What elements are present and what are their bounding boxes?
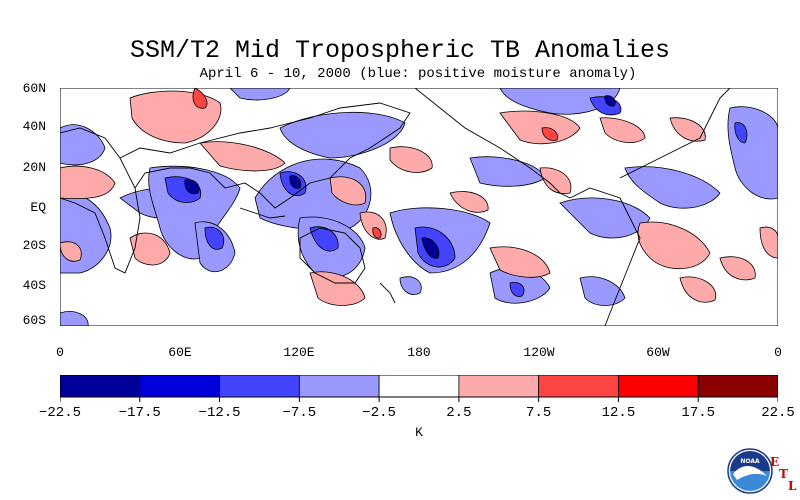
etl-letter-t: T (779, 467, 788, 481)
colorbar-swatch (618, 375, 699, 398)
colorbar-tick-label: −7.5 (282, 405, 317, 421)
colorbar-tick-label: −12.5 (198, 405, 241, 421)
colorbar-ticks (60, 397, 778, 402)
lon-label-0-east: 0 (774, 345, 782, 360)
etl-letter-l: L (788, 479, 797, 493)
colorbar-swatch (219, 375, 300, 398)
etl-letter-e: E (770, 455, 780, 469)
colorbar (60, 375, 778, 402)
lon-label-60e: 60E (168, 345, 192, 360)
colorbar-tick-label: 22.5 (761, 405, 795, 421)
lat-label-20s: 20S (22, 238, 46, 253)
noaa-lettering: NOAA (740, 458, 760, 465)
colorbar-swatch (298, 375, 380, 398)
map-title: SSM/T2 Mid Tropospheric TB Anomalies (129, 36, 671, 65)
lon-label-0-west: 0 (56, 345, 64, 360)
colorbar-unit: K (415, 425, 423, 440)
colorbar-swatch (697, 375, 778, 398)
colorbar-swatch (538, 375, 619, 398)
lat-label-60n: 60N (22, 81, 46, 96)
lon-label-180: 180 (407, 345, 431, 360)
lat-label-40n: 40N (22, 119, 46, 134)
colorbar-tick-label: −17.5 (118, 405, 161, 421)
colorbar-swatch (139, 375, 220, 398)
colorbar-tick-label: 17.5 (681, 405, 716, 421)
noaa-logo-icon: NOAA (727, 448, 773, 494)
colorbar-swatch (60, 375, 141, 398)
lat-label-40s: 40S (22, 278, 46, 293)
colorbar-tick-label: 2.5 (446, 405, 472, 421)
lat-label-eq: EQ (30, 200, 46, 215)
colorbar-swatch (458, 375, 540, 398)
colorbar-tick-label: −2.5 (362, 405, 396, 421)
lat-label-20n: 20N (22, 160, 46, 175)
colorbar-swatches (60, 375, 778, 398)
negative-anomaly-regions (60, 88, 778, 326)
lon-label-60w: 60W (646, 345, 670, 360)
positive-anomaly-regions (60, 88, 778, 306)
map-subtitle: April 6 - 10, 2000 (blue: positive moist… (199, 66, 637, 82)
lat-label-60s: 60S (22, 313, 46, 328)
colorbar-tick-label: 7.5 (526, 405, 552, 421)
colorbar-tick-label: 12.5 (601, 405, 636, 421)
colorbar-swatch (378, 375, 460, 398)
lon-label-120e: 120E (283, 345, 315, 360)
continent-outlines (60, 88, 731, 326)
colorbar-frame (60, 375, 778, 398)
lon-label-120w: 120W (523, 345, 555, 360)
anomaly-map (60, 88, 778, 326)
colorbar-tick-label: −22.5 (38, 405, 82, 421)
